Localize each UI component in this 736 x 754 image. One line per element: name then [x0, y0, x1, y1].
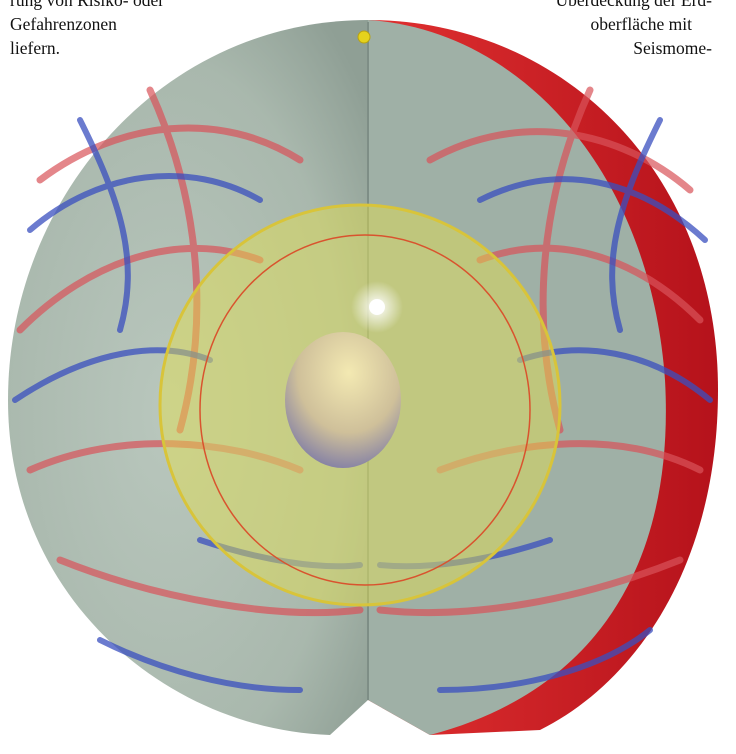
left-caption-line-2: Gefahrenzonen [10, 14, 117, 34]
pole-marker [357, 30, 371, 44]
seismic-wavefronts [12, 86, 713, 693]
left-caption-line-1: rung von Risiko- oder [10, 0, 165, 10]
right-caption-line-2: oberfläche mit [590, 14, 692, 34]
source-point [369, 299, 385, 315]
left-caption-line-3: liefern. [10, 38, 61, 58]
right-caption-line-1: Überdeckung der Erd- [555, 0, 712, 10]
inner-core [285, 332, 401, 468]
left-caption: rung von Risiko- oder Gefahrenzonen lief… [10, 0, 164, 60]
mantle-right-face [368, 20, 666, 735]
right-caption-line-3: Seismome- [633, 38, 712, 58]
right-caption: Überdeckung der Erd- oberfläche mit Seis… [452, 0, 712, 60]
